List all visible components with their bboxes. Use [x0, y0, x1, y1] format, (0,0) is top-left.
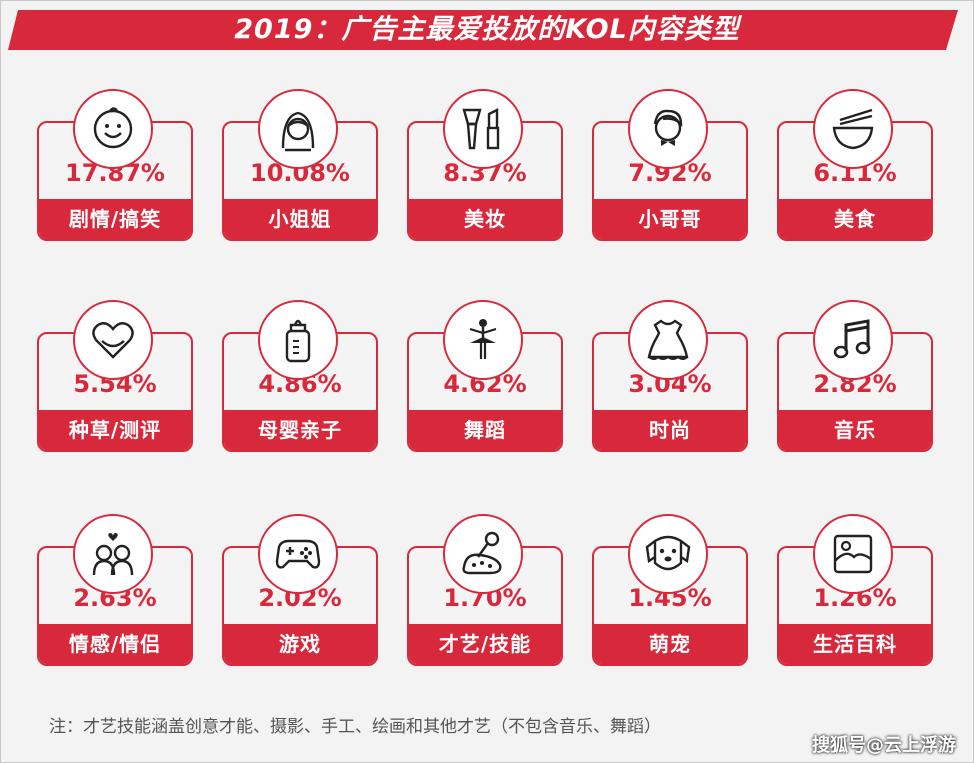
category-label: 舞蹈	[409, 410, 561, 450]
category-card: 2.02% 游戏	[222, 514, 378, 666]
category-card: 6.11% 美食	[777, 89, 933, 241]
category-card: 2.63% 情感/情侣	[37, 514, 193, 666]
category-label: 小哥哥	[594, 199, 746, 239]
dress-icon	[628, 300, 708, 380]
boy-icon	[628, 89, 708, 169]
heart-icon	[73, 300, 153, 380]
watermark: 搜狐号@云上浮游	[812, 735, 956, 756]
category-card: 8.37% 美妆	[407, 89, 563, 241]
category-card: 17.87% 剧情/搞笑	[37, 89, 193, 241]
category-label: 生活百科	[779, 624, 931, 664]
category-label: 游戏	[224, 624, 376, 664]
card-box: 2.63% 情感/情侣	[37, 546, 193, 666]
category-card: 1.70% 才艺/技能	[407, 514, 563, 666]
category-label: 音乐	[779, 410, 931, 450]
category-label: 时尚	[594, 410, 746, 450]
category-card: 7.92% 小哥哥	[592, 89, 748, 241]
footnote: 注：才艺技能涵盖创意才能、摄影、手工、绘画和其他才艺（不包含音乐、舞蹈）	[49, 717, 661, 737]
card-box: 1.45% 萌宠	[592, 546, 748, 666]
smiley-face-icon	[73, 89, 153, 169]
category-label: 剧情/搞笑	[39, 199, 191, 239]
category-card: 4.62% 舞蹈	[407, 300, 563, 452]
card-box: 3.04% 时尚	[592, 332, 748, 452]
category-card: 1.45% 萌宠	[592, 514, 748, 666]
category-card: 4.86% 母婴亲子	[222, 300, 378, 452]
makeup-icon	[443, 89, 523, 169]
category-card: 3.04% 时尚	[592, 300, 748, 452]
card-box: 5.54% 种草/测评	[37, 332, 193, 452]
picture-icon	[813, 514, 893, 594]
card-box: 8.37% 美妆	[407, 121, 563, 241]
palette-mic-icon	[443, 514, 523, 594]
category-label: 才艺/技能	[409, 624, 561, 664]
category-label: 情感/情侣	[39, 624, 191, 664]
couple-icon	[73, 514, 153, 594]
category-label: 萌宠	[594, 624, 746, 664]
girl-icon	[258, 89, 338, 169]
category-label: 小姐姐	[224, 199, 376, 239]
chart-title: 2019：广告主最爱投放的KOL内容类型	[234, 14, 740, 45]
category-label: 美食	[779, 199, 931, 239]
category-card: 5.54% 种草/测评	[37, 300, 193, 452]
category-label: 种草/测评	[39, 410, 191, 450]
category-label: 母婴亲子	[224, 410, 376, 450]
ballerina-icon	[443, 300, 523, 380]
gamepad-icon	[258, 514, 338, 594]
bowl-chopsticks-icon	[813, 89, 893, 169]
category-card: 2.82% 音乐	[777, 300, 933, 452]
dog-icon	[628, 514, 708, 594]
kol-category-grid: 17.87% 剧情/搞笑 10.08% 小姐姐 8.37% 美妆 7.92% 小哥哥 6.11%…	[37, 89, 933, 666]
category-label: 美妆	[409, 199, 561, 239]
card-box: 10.08% 小姐姐	[222, 121, 378, 241]
title-banner: 2019：广告主最爱投放的KOL内容类型	[0, 10, 974, 50]
category-card: 1.26% 生活百科	[777, 514, 933, 666]
category-card: 10.08% 小姐姐	[222, 89, 378, 241]
baby-bottle-icon	[258, 300, 338, 380]
card-box: 7.92% 小哥哥	[592, 121, 748, 241]
music-note-icon	[813, 300, 893, 380]
